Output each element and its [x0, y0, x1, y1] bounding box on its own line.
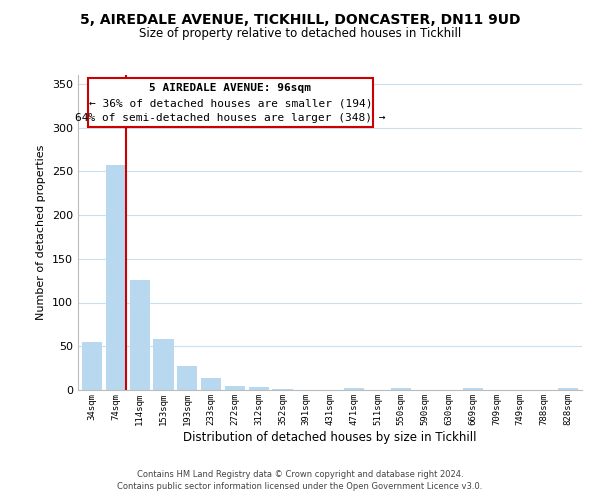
Bar [177, 366, 197, 390]
FancyBboxPatch shape [88, 78, 373, 127]
Bar [225, 386, 245, 390]
Bar [463, 388, 483, 390]
Text: 64% of semi-detached houses are larger (348) →: 64% of semi-detached houses are larger (… [75, 113, 386, 123]
Text: Contains HM Land Registry data © Crown copyright and database right 2024.: Contains HM Land Registry data © Crown c… [137, 470, 463, 479]
Text: 5, AIREDALE AVENUE, TICKHILL, DONCASTER, DN11 9UD: 5, AIREDALE AVENUE, TICKHILL, DONCASTER,… [80, 12, 520, 26]
Text: ← 36% of detached houses are smaller (194): ← 36% of detached houses are smaller (19… [89, 98, 372, 108]
Bar [272, 389, 293, 390]
Text: Contains public sector information licensed under the Open Government Licence v3: Contains public sector information licen… [118, 482, 482, 491]
Bar [557, 388, 578, 390]
Bar [344, 388, 364, 390]
Bar [154, 339, 173, 390]
Text: Size of property relative to detached houses in Tickhill: Size of property relative to detached ho… [139, 28, 461, 40]
Bar [391, 388, 412, 390]
Bar [106, 165, 126, 390]
Bar [248, 386, 269, 390]
Bar [130, 280, 150, 390]
Bar [82, 342, 103, 390]
Y-axis label: Number of detached properties: Number of detached properties [37, 145, 46, 320]
Text: 5 AIREDALE AVENUE: 96sqm: 5 AIREDALE AVENUE: 96sqm [149, 83, 311, 93]
X-axis label: Distribution of detached houses by size in Tickhill: Distribution of detached houses by size … [183, 430, 477, 444]
Bar [201, 378, 221, 390]
